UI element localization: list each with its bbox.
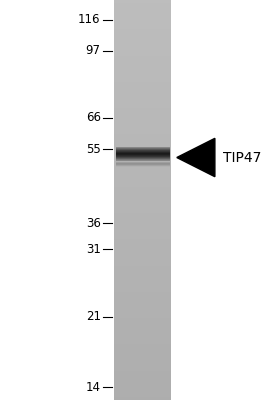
Text: 21: 21 xyxy=(86,310,101,323)
Text: 66: 66 xyxy=(86,111,101,124)
Text: TIP47: TIP47 xyxy=(223,150,261,164)
Polygon shape xyxy=(177,138,215,177)
Text: 97: 97 xyxy=(86,44,101,57)
Text: 36: 36 xyxy=(86,216,101,230)
Text: 116: 116 xyxy=(78,13,101,26)
Text: 14: 14 xyxy=(86,381,101,394)
Text: 31: 31 xyxy=(86,242,101,256)
Text: 55: 55 xyxy=(86,143,101,156)
